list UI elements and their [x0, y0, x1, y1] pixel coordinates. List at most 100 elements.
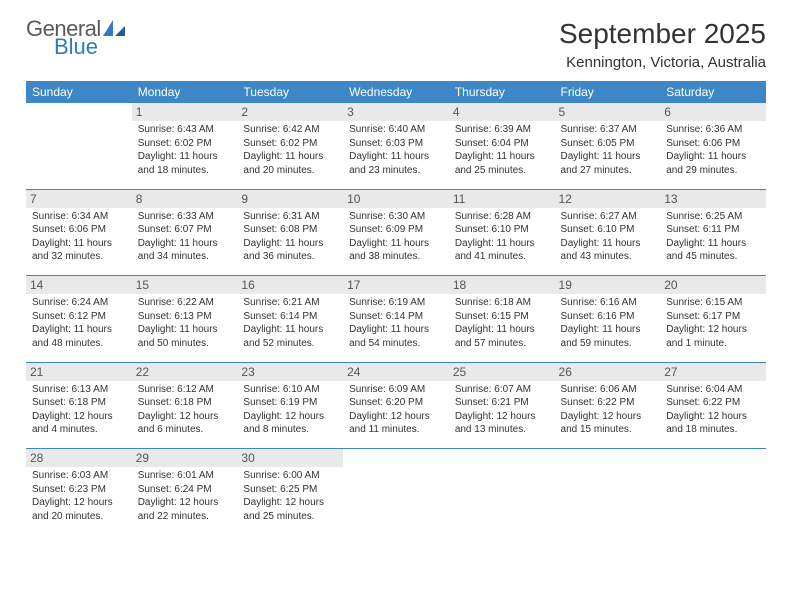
sunset-text: Sunset: 6:15 PM [455, 310, 549, 324]
daylight-text: Daylight: 12 hours and 4 minutes. [32, 410, 126, 437]
day-number: 17 [343, 276, 449, 294]
day-number: 13 [660, 190, 766, 208]
daylight-text: Daylight: 12 hours and 15 minutes. [561, 410, 655, 437]
day-cell: 14Sunrise: 6:24 AMSunset: 6:12 PMDayligh… [26, 276, 132, 362]
day-number [555, 449, 661, 453]
day-details: Sunrise: 6:42 AMSunset: 6:02 PMDaylight:… [243, 123, 337, 177]
day-details: Sunrise: 6:30 AMSunset: 6:09 PMDaylight:… [349, 210, 443, 264]
day-cell: 11Sunrise: 6:28 AMSunset: 6:10 PMDayligh… [449, 190, 555, 276]
sunrise-text: Sunrise: 6:18 AM [455, 296, 549, 310]
sunset-text: Sunset: 6:20 PM [349, 396, 443, 410]
day-cell [555, 449, 661, 535]
sunset-text: Sunset: 6:06 PM [32, 223, 126, 237]
day-details: Sunrise: 6:25 AMSunset: 6:11 PMDaylight:… [666, 210, 760, 264]
daylight-text: Daylight: 11 hours and 43 minutes. [561, 237, 655, 264]
day-cell: 22Sunrise: 6:12 AMSunset: 6:18 PMDayligh… [132, 363, 238, 449]
day-cell: 23Sunrise: 6:10 AMSunset: 6:19 PMDayligh… [237, 363, 343, 449]
day-number [26, 103, 132, 107]
day-details: Sunrise: 6:07 AMSunset: 6:21 PMDaylight:… [455, 383, 549, 437]
sunrise-text: Sunrise: 6:13 AM [32, 383, 126, 397]
day-number: 21 [26, 363, 132, 381]
sunrise-text: Sunrise: 6:37 AM [561, 123, 655, 137]
day-cell: 18 Sunrise: 6:18 AMSunset: 6:15 PMDayligh… [449, 276, 555, 362]
day-cell: 30 Sunrise: 6:00 AMSunset: 6:25 PMDayligh… [237, 449, 343, 535]
week-row: 7Sunrise: 6:34 AMSunset: 6:06 PMDaylight… [26, 190, 766, 276]
daylight-text: Daylight: 12 hours and 8 minutes. [243, 410, 337, 437]
day-cell: 29Sunrise: 6:01 AMSunset: 6:24 PMDayligh… [132, 449, 238, 535]
day-details: Sunrise: 6:39 AMSunset: 6:04 PMDaylight:… [455, 123, 549, 177]
day-details: Sunrise: 6:04 AMSunset: 6:22 PMDaylight:… [666, 383, 760, 437]
daylight-text: Daylight: 11 hours and 29 minutes. [666, 150, 760, 177]
dow-monday: Monday [132, 81, 238, 103]
day-details: Sunrise: 6:21 AMSunset: 6:14 PMDaylight:… [243, 296, 337, 350]
daylight-text: Daylight: 11 hours and 23 minutes. [349, 150, 443, 177]
day-number: 6 [660, 103, 766, 121]
dow-tuesday: Tuesday [237, 81, 343, 103]
day-cell: 19Sunrise: 6:16 AMSunset: 6:16 PMDayligh… [555, 276, 661, 362]
sunset-text: Sunset: 6:24 PM [138, 483, 232, 497]
sunrise-text: Sunrise: 6:09 AM [349, 383, 443, 397]
sunrise-text: Sunrise: 6:40 AM [349, 123, 443, 137]
day-number: 8 [132, 190, 238, 208]
daylight-text: Daylight: 11 hours and 34 minutes. [138, 237, 232, 264]
location: Kennington, Victoria, Australia [559, 54, 766, 71]
day-number: 18 [449, 276, 555, 294]
sunrise-text: Sunrise: 6:22 AM [138, 296, 232, 310]
sunset-text: Sunset: 6:10 PM [561, 223, 655, 237]
sunrise-text: Sunrise: 6:19 AM [349, 296, 443, 310]
day-cell: 5Sunrise: 6:37 AMSunset: 6:05 PMDaylight… [555, 103, 661, 189]
day-cell: 8Sunrise: 6:33 AMSunset: 6:07 PMDaylight… [132, 190, 238, 276]
sunset-text: Sunset: 6:09 PM [349, 223, 443, 237]
day-cell: 6Sunrise: 6:36 AMSunset: 6:06 PMDaylight… [660, 103, 766, 189]
day-cell: 20Sunrise: 6:15 AMSunset: 6:17 PMDayligh… [660, 276, 766, 362]
day-details: Sunrise: 6:34 AMSunset: 6:06 PMDaylight:… [32, 210, 126, 264]
day-cell: 28Sunrise: 6:03 AMSunset: 6:23 PMDayligh… [26, 449, 132, 535]
sunrise-text: Sunrise: 6:07 AM [455, 383, 549, 397]
week-row: 14Sunrise: 6:24 AMSunset: 6:12 PMDayligh… [26, 276, 766, 362]
sunrise-text: Sunrise: 6:21 AM [243, 296, 337, 310]
week-row: 21Sunrise: 6:13 AMSunset: 6:18 PMDayligh… [26, 363, 766, 449]
daylight-text: Daylight: 11 hours and 54 minutes. [349, 323, 443, 350]
day-number: 27 [660, 363, 766, 381]
day-number: 30 [237, 449, 343, 467]
daylight-text: Daylight: 12 hours and 11 minutes. [349, 410, 443, 437]
sunrise-text: Sunrise: 6:10 AM [243, 383, 337, 397]
daylight-text: Daylight: 12 hours and 18 minutes. [666, 410, 760, 437]
day-cell: 25Sunrise: 6:07 AMSunset: 6:21 PMDayligh… [449, 363, 555, 449]
daylight-text: Daylight: 12 hours and 13 minutes. [455, 410, 549, 437]
sunset-text: Sunset: 6:17 PM [666, 310, 760, 324]
dow-friday: Friday [555, 81, 661, 103]
day-details: Sunrise: 6:40 AMSunset: 6:03 PMDaylight:… [349, 123, 443, 177]
month-title: September 2025 [559, 18, 766, 50]
day-cell: 10Sunrise: 6:30 AMSunset: 6:09 PMDayligh… [343, 190, 449, 276]
day-details: Sunrise: 6:22 AMSunset: 6:13 PMDaylight:… [138, 296, 232, 350]
day-number: 16 [237, 276, 343, 294]
day-cell [449, 449, 555, 535]
day-details: Sunrise: 6:15 AMSunset: 6:17 PMDaylight:… [666, 296, 760, 350]
day-number: 11 [449, 190, 555, 208]
day-details: Sunrise: 6:00 AMSunset: 6:25 PMDaylight:… [243, 469, 337, 523]
day-cell [343, 449, 449, 535]
day-cell: 4Sunrise: 6:39 AMSunset: 6:04 PMDaylight… [449, 103, 555, 189]
dow-wednesday: Wednesday [343, 81, 449, 103]
day-number: 2 [237, 103, 343, 121]
day-details: Sunrise: 6:01 AMSunset: 6:24 PMDaylight:… [138, 469, 232, 523]
day-details: Sunrise: 6:12 AMSunset: 6:18 PMDaylight:… [138, 383, 232, 437]
day-cell: 7Sunrise: 6:34 AMSunset: 6:06 PMDaylight… [26, 190, 132, 276]
daylight-text: Daylight: 12 hours and 6 minutes. [138, 410, 232, 437]
daylight-text: Daylight: 12 hours and 25 minutes. [243, 496, 337, 523]
sunset-text: Sunset: 6:12 PM [32, 310, 126, 324]
sunrise-text: Sunrise: 6:06 AM [561, 383, 655, 397]
day-details: Sunrise: 6:10 AMSunset: 6:19 PMDaylight:… [243, 383, 337, 437]
day-number [660, 449, 766, 453]
dow-thursday: Thursday [449, 81, 555, 103]
day-number: 24 [343, 363, 449, 381]
sunrise-text: Sunrise: 6:36 AM [666, 123, 760, 137]
day-number: 12 [555, 190, 661, 208]
day-number: 26 [555, 363, 661, 381]
day-details: Sunrise: 6:27 AMSunset: 6:10 PMDaylight:… [561, 210, 655, 264]
sunset-text: Sunset: 6:18 PM [138, 396, 232, 410]
daylight-text: Daylight: 11 hours and 45 minutes. [666, 237, 760, 264]
sunset-text: Sunset: 6:08 PM [243, 223, 337, 237]
daylight-text: Daylight: 11 hours and 57 minutes. [455, 323, 549, 350]
